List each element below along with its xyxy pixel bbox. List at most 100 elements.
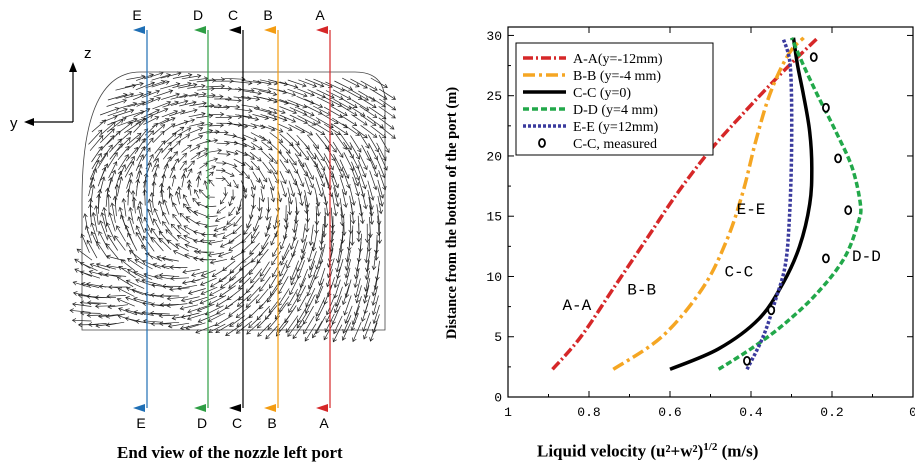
velocity-vector [107, 295, 126, 297]
vector-arrowhead [338, 167, 343, 172]
vector-arrowhead [191, 272, 196, 277]
velocity-vector [226, 115, 242, 118]
velocity-vector [241, 96, 260, 100]
vector-arrowhead [94, 295, 99, 300]
velocity-vector [152, 108, 168, 116]
velocity-vector [297, 159, 308, 177]
vector-arrowhead [187, 309, 192, 314]
vector-arrowhead [309, 183, 314, 189]
velocity-vector [259, 79, 278, 85]
vector-arrowhead [304, 155, 309, 161]
vector-arrowhead [196, 73, 202, 79]
velocity-vector [259, 135, 272, 144]
vector-arrowhead [391, 95, 396, 100]
velocity-vector [178, 134, 190, 142]
velocity-vector [184, 254, 200, 260]
velocity-vector [257, 322, 272, 337]
vector-arrowhead [74, 268, 79, 273]
vector-arrowhead [347, 145, 352, 151]
velocity-vector [351, 99, 369, 111]
vector-arrowhead [335, 202, 340, 208]
velocity-vector [377, 179, 384, 199]
velocity-vector [151, 192, 154, 208]
vector-arrowhead [285, 328, 290, 333]
velocity-vector [127, 101, 146, 108]
velocity-vector [188, 113, 206, 118]
vector-arrowhead [255, 178, 260, 183]
curve-annotation: D-D [852, 248, 881, 266]
section-label-bottom: A [319, 415, 329, 431]
velocity-vector [339, 133, 352, 150]
vector-arrowhead [278, 128, 284, 133]
vector-arrowhead [239, 278, 244, 283]
vector-arrowhead [251, 185, 256, 191]
velocity-vector [134, 259, 153, 270]
velocity-vector [154, 275, 173, 280]
velocity-vector [136, 225, 144, 241]
vector-arrowhead [166, 303, 171, 308]
vector-arrowhead [315, 312, 320, 317]
vector-arrowhead [135, 231, 140, 237]
vector-arrowhead [72, 291, 78, 296]
velocity-vector [91, 119, 106, 133]
velocity-vector [346, 250, 351, 271]
velocity-vector [267, 216, 272, 231]
vector-arrowhead [223, 192, 228, 197]
vector-arrowhead [371, 121, 377, 126]
velocity-vector [372, 286, 378, 306]
section-label-top: D [193, 7, 203, 23]
vector-arrowhead [272, 91, 278, 97]
velocity-vector [288, 123, 305, 133]
vector-arrowhead [307, 190, 312, 196]
vector-arrowhead [208, 128, 214, 134]
vector-arrowhead [368, 233, 373, 239]
vector-arrowhead [257, 90, 262, 96]
vector-arrowhead [141, 146, 146, 151]
vector-arrowhead [258, 215, 263, 221]
velocity-vector [252, 171, 260, 183]
velocity-vector [295, 197, 298, 215]
section-label-bottom: C [232, 415, 242, 431]
vector-arrowhead [323, 335, 328, 341]
velocity-vector [340, 97, 358, 108]
velocity-vector [127, 117, 146, 125]
vector-arrowhead [369, 220, 375, 225]
measured-point [834, 153, 842, 164]
velocity-vector [196, 79, 216, 83]
velocity-vector [209, 286, 226, 296]
vector-arrowhead [137, 216, 142, 221]
vector-arrowhead [116, 276, 122, 281]
vector-arrowhead [226, 182, 232, 187]
velocity-vector [168, 110, 186, 117]
vector-arrowhead [170, 276, 175, 281]
velocity-vector [151, 237, 164, 252]
vector-arrowhead [238, 266, 244, 271]
vector-arrowhead [196, 201, 201, 207]
vector-arrowhead [197, 170, 202, 176]
vector-arrowhead [230, 196, 236, 201]
vector-arrowhead [141, 278, 146, 284]
velocity-vector [228, 206, 236, 217]
velocity-vector [372, 276, 378, 296]
vector-arrowhead [290, 280, 295, 286]
legend-entry-label: D-D (y=4 mm) [573, 103, 658, 118]
velocity-vector [252, 80, 272, 85]
vector-arrowhead [187, 72, 193, 78]
vector-arrowhead [282, 192, 288, 198]
x-axis-title-exponent: 1/2 [703, 441, 718, 453]
velocity-vector [301, 241, 308, 260]
velocity-vector [259, 169, 268, 183]
vector-arrowhead [296, 297, 302, 303]
vector-arrowhead [167, 323, 173, 329]
vector-arrowhead [334, 183, 340, 189]
velocity-vector [117, 131, 132, 144]
velocity-vector [366, 150, 377, 170]
velocity-vector [316, 278, 325, 299]
vector-arrowhead [271, 260, 276, 266]
velocity-vector [152, 131, 165, 143]
velocity-vector [292, 321, 305, 339]
velocity-vector [323, 106, 343, 118]
velocity-vector [159, 314, 179, 317]
velocity-vector [265, 323, 280, 340]
vector-arrowhead [156, 96, 162, 102]
